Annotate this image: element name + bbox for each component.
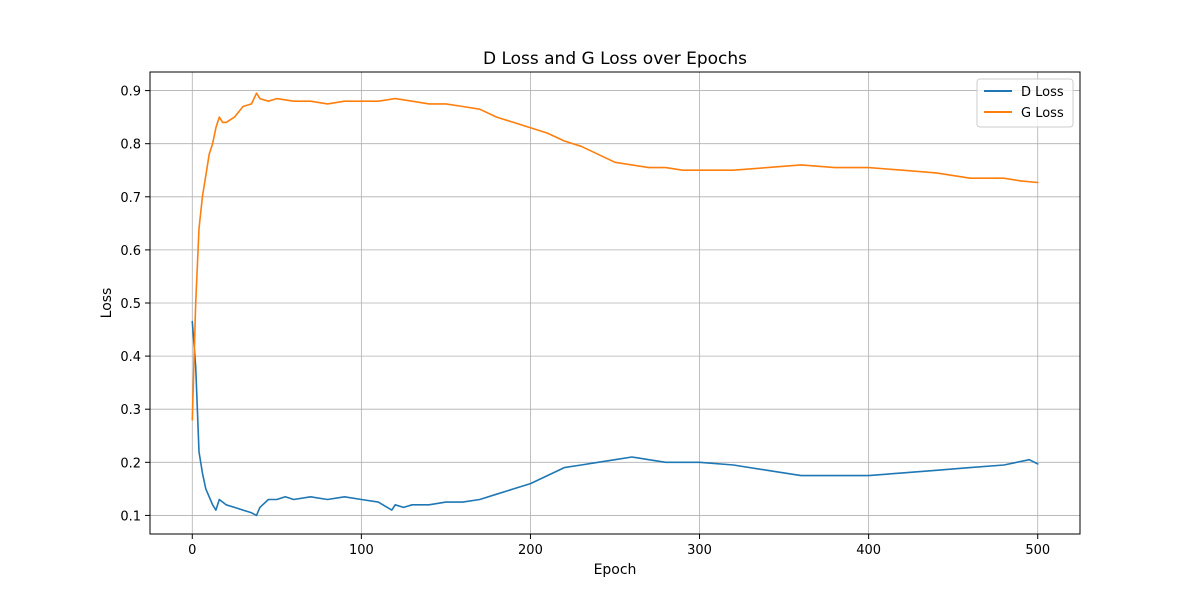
legend: D Loss G Loss	[976, 78, 1074, 128]
series-line-g-loss	[191, 92, 1039, 421]
y-tick-label: 0.8	[120, 138, 141, 153]
y-tick-label: 0.2	[120, 456, 141, 471]
y-axis-label: Loss	[99, 288, 115, 319]
legend-label-d-loss: D Loss	[1021, 85, 1064, 100]
x-tick-label: 200	[518, 543, 543, 558]
grid-layer	[150, 72, 1080, 534]
x-tick-label: 400	[856, 543, 881, 558]
x-axis-label: Epoch	[594, 562, 637, 578]
x-tick-label: 0	[188, 543, 196, 558]
tick-layer: 0 100 200 300 400 500 0.1 0.2 0.3 0.4 0.5 0.6 0.7 0.8…	[120, 85, 1050, 558]
chart-title: D Loss and G Loss over Epochs	[483, 49, 747, 69]
y-tick-label: 0.7	[120, 191, 141, 206]
y-tick-label: 0.9	[120, 85, 141, 100]
x-tick-label: 100	[349, 543, 374, 558]
series-layer	[191, 92, 1039, 517]
series-line-d-loss	[191, 320, 1039, 517]
x-tick-label: 500	[1025, 543, 1050, 558]
y-tick-label: 0.3	[120, 403, 141, 418]
y-tick-label: 0.1	[120, 509, 141, 524]
y-tick-label: 0.4	[120, 350, 141, 365]
y-tick-label: 0.5	[120, 297, 141, 312]
x-tick-label: 300	[687, 543, 712, 558]
legend-label-g-loss: G Loss	[1021, 106, 1064, 121]
y-tick-label: 0.6	[120, 244, 141, 259]
